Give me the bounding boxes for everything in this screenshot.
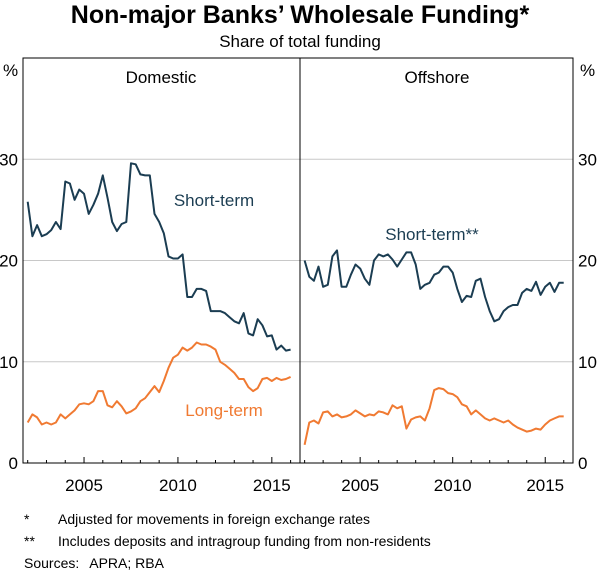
x-tick-label: 2015 (526, 476, 564, 495)
series-line-long-term (26, 341, 292, 426)
chart-notes: * Adjusted for movements in foreign exch… (24, 508, 431, 574)
footnote-text: Includes deposits and intragroup funding… (58, 533, 431, 549)
sources-label: Sources: (24, 555, 80, 571)
series-label: Long-term (185, 401, 262, 420)
series-line-short-term (303, 249, 564, 323)
y-tick-label-left: 0 (9, 454, 18, 473)
y-tick-label-right: 30 (578, 150, 597, 169)
y-tick-label-right: 10 (578, 353, 597, 372)
series-line-short-term (26, 162, 291, 352)
footnote-text: Adjusted for movements in foreign exchan… (58, 511, 371, 527)
series-line-long-term (303, 387, 564, 446)
footnote-1: * Adjusted for movements in foreign exch… (24, 508, 431, 530)
y-tick-label-left: 30 (0, 150, 18, 169)
series-label: Short-term** (385, 225, 479, 244)
y-unit-right: % (580, 61, 595, 80)
x-tick-label: 2010 (434, 476, 472, 495)
chart-area: 0 0 10 10 20 20 30 30% % Domestic 2005 2010 2015 Shor… (0, 57, 597, 495)
footnote-2: ** Includes deposits and intragroup fund… (24, 530, 431, 552)
x-tick-label: 2005 (65, 476, 103, 495)
x-tick-label: 2010 (159, 476, 197, 495)
chart-subtitle: Share of total funding (219, 32, 381, 51)
y-tick-label-left: 20 (0, 252, 18, 271)
x-tick-label: 2015 (253, 476, 291, 495)
footnote-mark: * (24, 511, 30, 527)
chart-title: Non-major Banks’ Wholesale Funding* (70, 1, 530, 29)
y-tick-label-right: 0 (578, 454, 587, 473)
y-tick-label-left: 10 (0, 353, 18, 372)
sources-text: APRA; RBA (89, 555, 164, 571)
y-unit-left: % (3, 61, 18, 80)
panel-title: Offshore (405, 68, 470, 87)
x-tick-label: 2005 (341, 476, 379, 495)
plot-frame (22, 57, 574, 464)
panel-title: Domestic (126, 68, 197, 87)
y-tick-label-right: 20 (578, 252, 597, 271)
sources: Sources: APRA; RBA (24, 552, 431, 574)
series-label: Short-term (174, 191, 254, 210)
footnote-mark: ** (24, 533, 35, 549)
